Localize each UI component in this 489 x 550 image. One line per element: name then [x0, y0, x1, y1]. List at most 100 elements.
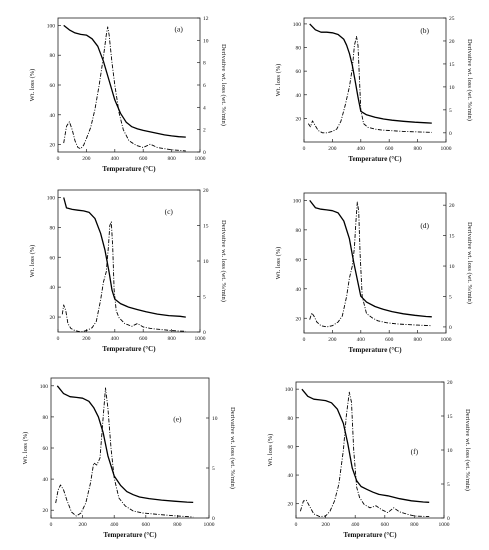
y-left-axis-label: Wt. loss (%): [267, 434, 274, 467]
x-tick-label: 0: [57, 336, 60, 342]
y-left-tick-label: 100: [47, 195, 56, 201]
x-tick-label: 200: [78, 522, 87, 528]
y-left-axis-label: Wt. loss (%): [29, 245, 36, 278]
y-right-tick-label: 10: [449, 264, 455, 270]
chart-panel-a: 0 200 400 600 800 100020406080100024681012Tem…: [29, 16, 227, 173]
x-tick-label: 800: [413, 146, 422, 152]
derivative-weight-loss-line: [307, 35, 432, 134]
plot-frame: [50, 377, 210, 519]
y-left-tick-label: 20: [296, 116, 302, 122]
y-right-tick-label: 5: [449, 108, 452, 114]
derivative-weight-loss-line: [63, 26, 186, 152]
chart-panel-e: 0 200 400 600 800 1000204060801000510Temperat…: [22, 377, 236, 539]
y-left-tick-label: 20: [50, 143, 56, 149]
y-left-tick-label: 40: [296, 287, 302, 293]
y-right-tick-label: 10: [203, 38, 209, 44]
x-tick-label: 0: [50, 522, 53, 528]
y-right-tick-label: 20: [449, 203, 455, 209]
x-tick-label: 600: [142, 522, 151, 528]
derivative-weight-loss-line: [299, 391, 430, 518]
x-tick-label: 400: [357, 146, 366, 152]
y-left-axis-label: Wt. loss (%): [275, 64, 282, 97]
y-right-tick-label: 5: [203, 295, 206, 301]
y-left-tick-label: 60: [43, 446, 49, 452]
panel-label: (d): [420, 221, 429, 230]
y-left-tick-label: 60: [50, 83, 56, 89]
y-left-tick-label: 40: [43, 477, 49, 483]
y-left-axis-label: Wt. loss (%): [29, 69, 36, 102]
x-tick-label: 400: [357, 337, 366, 343]
y-left-tick-label: 40: [296, 93, 302, 99]
y-right-axis-label: Derivative wt. loss (wt. %/min): [220, 44, 227, 126]
y-left-tick-label: 100: [47, 23, 56, 29]
y-right-tick-label: 15: [449, 62, 455, 68]
x-tick-label: 0: [303, 146, 306, 152]
y-left-tick-label: 60: [296, 257, 302, 263]
weight-loss-line: [63, 24, 186, 138]
x-tick-label: 1000: [195, 156, 206, 162]
panel-label: (b): [420, 26, 429, 35]
x-tick-label: 800: [410, 522, 419, 528]
x-tick-label: 600: [385, 337, 394, 343]
y-right-tick-label: 2: [203, 128, 206, 134]
y-left-tick-label: 100: [293, 22, 302, 28]
x-tick-label: 0: [295, 522, 298, 528]
y-left-tick-label: 100: [40, 384, 49, 390]
y-right-tick-label: 0: [203, 330, 206, 336]
panel-label: (f): [411, 447, 419, 456]
y-right-tick-label: 0: [212, 516, 215, 522]
x-tick-label: 200: [321, 522, 330, 528]
panel-label: (e): [173, 414, 182, 423]
y-right-axis-label: Derivative wt. loss (wt. %/min): [229, 407, 236, 489]
y-right-tick-label: 10: [449, 85, 455, 91]
y-right-tick-label: 0: [449, 325, 452, 331]
x-tick-label: 600: [139, 156, 148, 162]
derivative-weight-loss-line: [309, 201, 432, 328]
y-right-tick-label: 15: [449, 234, 455, 240]
y-left-tick-label: 20: [296, 316, 302, 322]
y-left-tick-label: 60: [288, 444, 294, 450]
y-right-tick-label: 5: [447, 482, 450, 488]
plot-frame: [303, 192, 447, 334]
y-left-tick-label: 20: [288, 502, 294, 508]
y-right-tick-label: 20: [447, 380, 453, 386]
x-tick-label: 600: [139, 336, 148, 342]
x-tick-label: 800: [167, 336, 176, 342]
chart-panel-b: 0 200 400 600 800 1000204060801000510152025Te…: [275, 16, 473, 163]
x-tick-label: 0: [57, 156, 60, 162]
weight-loss-line: [301, 388, 430, 503]
weight-loss-line: [309, 23, 432, 124]
y-right-tick-label: 25: [449, 16, 455, 22]
y-left-tick-label: 20: [50, 315, 56, 321]
x-tick-label: 400: [351, 522, 360, 528]
y-left-tick-label: 80: [50, 225, 56, 231]
chart-panel-f: 0 200 400 600 800 10002040608010005101520Temp…: [267, 380, 471, 539]
y-right-tick-label: 20: [203, 188, 209, 194]
y-right-tick-label: 0: [203, 150, 206, 156]
y-left-tick-label: 40: [50, 285, 56, 291]
y-left-tick-label: 80: [296, 46, 302, 52]
x-axis-label: Temperature (°C): [348, 346, 402, 354]
derivative-weight-loss-line: [55, 387, 194, 518]
y-right-axis-label: Derivative wt. loss (wt. %/min): [220, 220, 227, 302]
y-left-tick-label: 40: [50, 113, 56, 119]
x-tick-label: 1000: [441, 337, 452, 343]
chart-panel-d: 0 200 400 600 800 10002040608010005101520Temp…: [275, 192, 473, 354]
x-tick-label: 1000: [204, 522, 215, 528]
x-tick-label: 600: [381, 522, 390, 528]
plot-frame: [57, 189, 201, 333]
weight-loss-line: [56, 385, 194, 504]
weight-loss-line: [309, 199, 432, 318]
x-tick-label: 200: [328, 146, 337, 152]
plot-frame: [303, 17, 447, 143]
y-left-tick-label: 40: [288, 473, 294, 479]
x-axis-label: Temperature (°C): [102, 345, 156, 353]
y-right-tick-label: 10: [212, 416, 218, 422]
y-left-axis-label: Wt. loss (%): [275, 247, 282, 280]
y-right-tick-label: 6: [203, 83, 206, 89]
y-right-tick-label: 12: [203, 16, 209, 22]
y-right-tick-label: 5: [449, 294, 452, 300]
y-left-tick-label: 60: [296, 69, 302, 75]
x-axis-label: Temperature (°C): [103, 531, 157, 539]
